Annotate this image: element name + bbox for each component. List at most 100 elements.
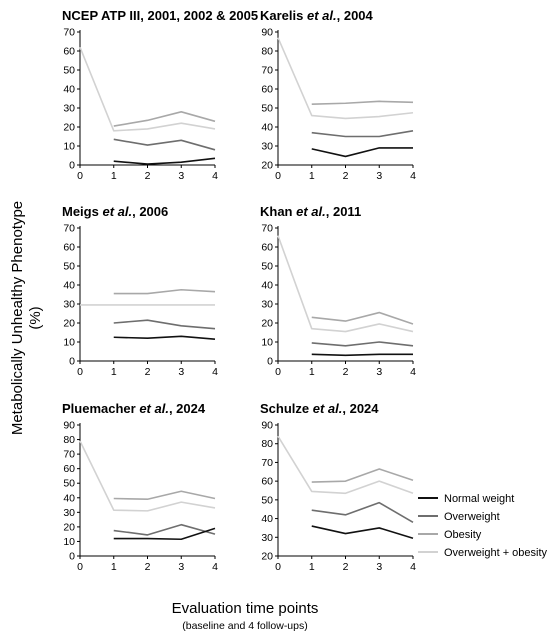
y-tick-label: 70	[261, 223, 273, 235]
x-tick-label: 4	[410, 170, 416, 182]
y-tick-label: 30	[261, 299, 273, 311]
y-tick-label: 50	[261, 261, 273, 273]
y-tick-label: 60	[63, 242, 75, 254]
series-line-obesity	[113, 111, 216, 127]
x-tick-label: 3	[178, 561, 184, 573]
y-tick-label: 40	[261, 280, 273, 292]
y-tick-label: 70	[261, 457, 273, 469]
y-tick-label: 20	[261, 551, 273, 563]
y-tick-label: 0	[69, 551, 75, 563]
y-tick-label: 10	[63, 337, 75, 349]
legend-label-overweight-obesity: Overweight + obesity	[444, 547, 548, 559]
x-tick-label: 4	[410, 561, 416, 573]
x-tick-label: 4	[212, 170, 218, 182]
series-line-obesity	[311, 311, 414, 325]
x-tick-label: 2	[145, 170, 151, 182]
y-tick-label: 40	[63, 492, 75, 504]
x-tick-label: 3	[376, 561, 382, 573]
series-line-obesity	[311, 100, 414, 105]
y-tick-label: 50	[261, 103, 273, 115]
chart-panel-6: Schulze et al., 2024 20 30 40 50 60 70 80 90 0 1 2 3…	[260, 401, 416, 573]
chart-panels: NCEP ATP III, 2001, 2002 & 2005010203040…	[62, 8, 416, 573]
y-axis-label-line2: (%)	[27, 306, 44, 329]
series-line-overweight	[311, 130, 414, 138]
x-tick-label: 3	[376, 366, 382, 378]
series-line-overweight	[311, 501, 414, 524]
x-tick-label: 4	[212, 561, 218, 573]
x-tick-label: 2	[343, 561, 349, 573]
series-line-normal-weight	[311, 525, 414, 539]
y-tick-label: 90	[261, 27, 273, 39]
x-tick-label: 1	[309, 561, 315, 573]
legend-label-obesity: Obesity	[444, 529, 482, 541]
y-tick-label: 10	[63, 141, 75, 153]
legend: Normal weight Overweight Obesity Overweight…	[418, 493, 548, 559]
x-tick-label: 0	[77, 561, 83, 573]
y-tick-label: 80	[261, 438, 273, 450]
x-tick-label: 1	[309, 366, 315, 378]
y-tick-label: 20	[63, 521, 75, 533]
x-tick-label: 2	[145, 366, 151, 378]
legend-label-normal-weight: Normal weight	[444, 493, 514, 505]
chart-panel-2: Karelis et al., 2004 20 30 40 50 60 70 80 90 0 1 2 3…	[260, 8, 416, 182]
y-tick-label: 80	[63, 434, 75, 446]
y-tick-label: 90	[261, 420, 273, 432]
y-tick-label: 70	[63, 223, 75, 235]
series-line-overweight-obesity	[277, 235, 414, 333]
y-tick-label: 0	[69, 356, 75, 368]
x-tick-label: 1	[111, 366, 117, 378]
x-tick-label: 4	[212, 366, 218, 378]
y-tick-label: 40	[63, 280, 75, 292]
x-tick-label: 1	[309, 170, 315, 182]
panel-title: Pluemacher et al., 2024	[62, 401, 206, 416]
series-line-overweight-obesity	[277, 435, 414, 495]
x-axis-label: Evaluation time points	[172, 600, 319, 617]
x-tick-label: 2	[343, 366, 349, 378]
x-tick-label: 2	[343, 170, 349, 182]
y-tick-label: 0	[69, 160, 75, 172]
x-tick-label: 0	[275, 366, 281, 378]
x-tick-label: 0	[77, 170, 83, 182]
y-tick-label: 40	[63, 84, 75, 96]
panel-title: Meigs et al., 2006	[62, 204, 168, 219]
series-line-overweight-obesity	[79, 46, 216, 132]
y-tick-label: 20	[261, 160, 273, 172]
series-line-overweight	[113, 138, 216, 151]
chart-panel-3: Meigs et al., 2006 0 10 20 30 40 50 60 70 0 1 2 3 4	[62, 204, 218, 378]
series-line-normal-weight	[311, 147, 413, 158]
y-tick-label: 50	[63, 261, 75, 273]
series-line-overweight	[113, 523, 216, 536]
series-line-normal-weight	[311, 353, 413, 357]
x-tick-label: 1	[111, 561, 117, 573]
x-tick-label: 3	[178, 366, 184, 378]
y-tick-label: 70	[63, 27, 75, 39]
panel-title: Karelis et al., 2004	[260, 8, 374, 23]
series-line-overweight	[311, 341, 414, 347]
chart-panel-5: Pluemacher et al., 202401020304050607080…	[62, 401, 218, 573]
y-tick-label: 30	[261, 532, 273, 544]
y-axis-label-line1: Metabolically Unhealthy Phenotype	[9, 201, 26, 435]
y-tick-label: 60	[261, 242, 273, 254]
y-tick-label: 20	[261, 318, 273, 330]
y-tick-label: 10	[63, 536, 75, 548]
x-tick-label: 2	[145, 561, 151, 573]
series-line-obesity	[311, 468, 414, 483]
legend-label-overweight: Overweight	[444, 511, 500, 523]
x-axis-sublabel: (baseline and 4 follow-ups)	[182, 620, 308, 632]
x-tick-label: 3	[376, 170, 382, 182]
y-tick-label: 10	[261, 337, 273, 349]
panel-title: Schulze et al., 2024	[260, 401, 379, 416]
y-tick-label: 60	[261, 84, 273, 96]
series-line-obesity	[113, 490, 216, 501]
y-tick-label: 20	[63, 122, 75, 134]
x-tick-label: 3	[178, 170, 184, 182]
panel-title: NCEP ATP III, 2001, 2002 & 2005	[62, 8, 258, 23]
x-tick-label: 1	[111, 170, 117, 182]
series-line-obesity	[113, 288, 216, 295]
y-tick-label: 0	[267, 356, 273, 368]
y-tick-label: 60	[63, 463, 75, 475]
y-tick-label: 40	[261, 513, 273, 525]
y-tick-label: 20	[63, 318, 75, 330]
x-tick-label: 0	[77, 366, 83, 378]
